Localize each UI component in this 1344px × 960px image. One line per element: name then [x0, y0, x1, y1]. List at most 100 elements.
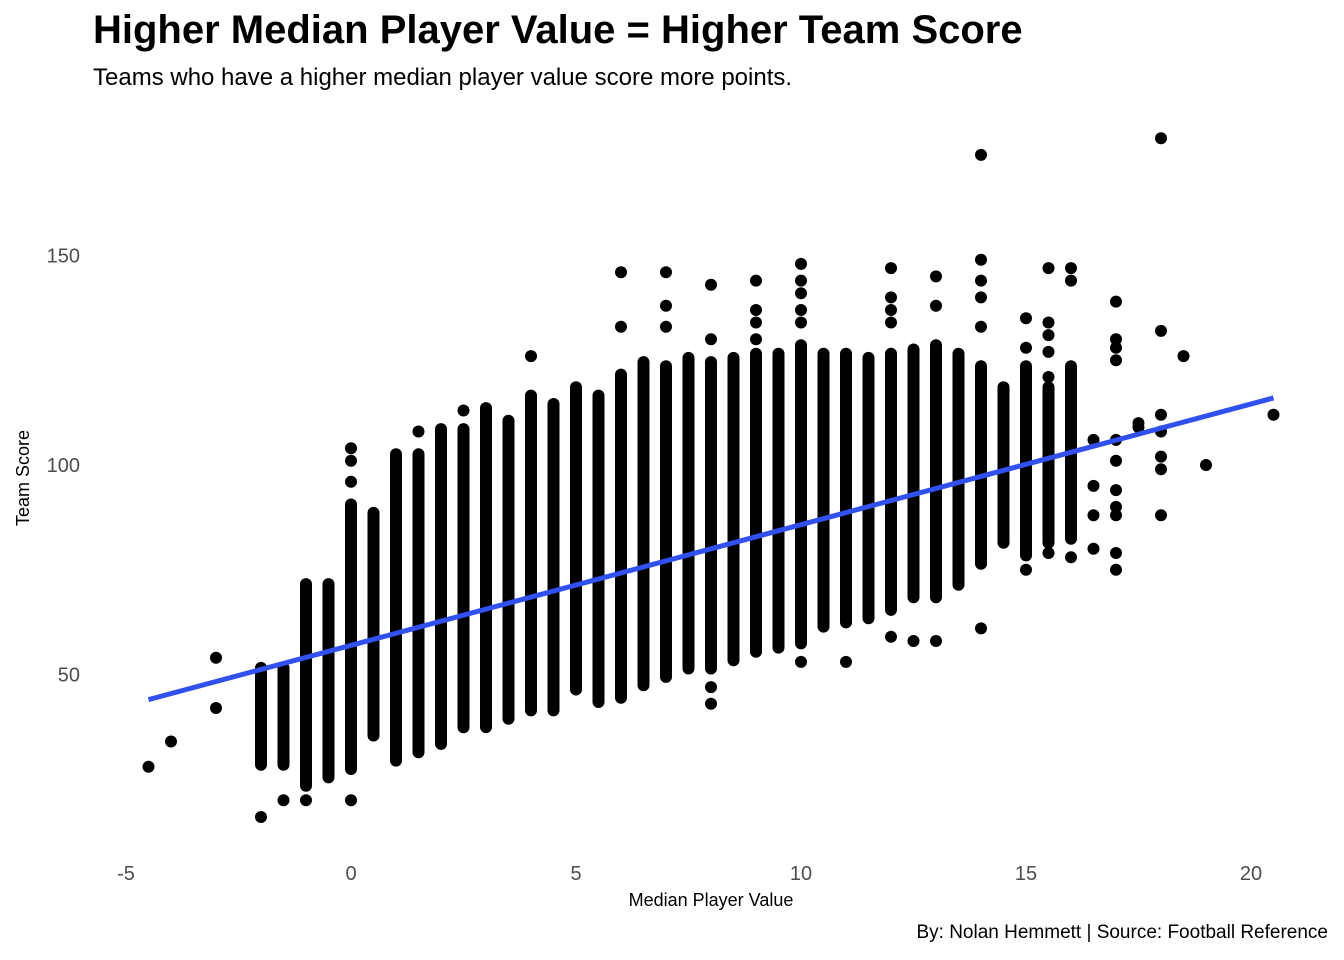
point-column: [502, 414, 515, 725]
data-point: [885, 262, 897, 275]
data-point: [975, 274, 987, 287]
x-tick-label: -5: [117, 863, 135, 885]
y-axis-title: Team Score: [13, 430, 33, 526]
point-column: [862, 351, 875, 625]
data-point: [930, 635, 942, 647]
x-tick-label: 5: [570, 863, 581, 885]
data-point: [1087, 509, 1100, 522]
data-point: [795, 304, 807, 316]
point-column: [975, 360, 987, 570]
y-tick-label: 150: [47, 246, 80, 268]
data-point: [1110, 563, 1122, 576]
data-point: [1042, 329, 1055, 342]
data-point: [1200, 459, 1212, 471]
x-tick-label: 10: [790, 863, 812, 885]
point-column: [592, 389, 605, 708]
x-tick-label: 0: [345, 863, 356, 885]
data-point: [1155, 463, 1167, 476]
data-point: [1065, 274, 1077, 287]
data-point: [705, 697, 717, 710]
data-point: [975, 320, 987, 333]
data-point: [1042, 371, 1055, 383]
data-point: [660, 266, 672, 279]
data-point: [277, 794, 290, 807]
point-column: [322, 578, 335, 784]
data-point: [412, 425, 425, 438]
data-point: [750, 333, 762, 346]
data-point: [1155, 509, 1167, 522]
data-point: [1087, 479, 1100, 492]
x-tick-label: 20: [1240, 863, 1262, 885]
data-point: [885, 630, 897, 643]
data-point: [345, 442, 357, 455]
data-point: [795, 316, 807, 329]
chart-title: Higher Median Player Value = Higher Team…: [93, 8, 1023, 52]
chart-subtitle: Teams who have a higher median player va…: [93, 64, 793, 91]
x-tick-label: 15: [1015, 863, 1037, 885]
point-column: [682, 351, 695, 675]
y-tick-label: 100: [47, 455, 80, 477]
x-axis-ticks: -5 0 5 10 15 20: [117, 863, 1262, 885]
point-column: [817, 347, 830, 633]
data-point: [1177, 350, 1190, 363]
data-point: [1155, 324, 1167, 337]
data-point: [795, 655, 807, 668]
data-point: [885, 291, 897, 304]
point-column: [930, 339, 942, 604]
points-layer: [142, 132, 1280, 823]
data-point: [975, 291, 987, 304]
data-point: [750, 274, 762, 287]
point-column: [300, 578, 312, 792]
point-column: [885, 347, 897, 616]
data-point: [210, 702, 222, 714]
data-point: [907, 635, 920, 647]
point-column: [795, 339, 807, 650]
point-column: [660, 360, 672, 683]
data-point: [1267, 408, 1280, 421]
data-point: [750, 304, 762, 316]
data-point: [1155, 408, 1167, 421]
data-point: [1110, 295, 1122, 308]
data-point: [1020, 563, 1032, 576]
point-column: [840, 347, 852, 629]
point-column: [615, 368, 627, 704]
data-point: [1110, 341, 1122, 354]
point-column: [457, 423, 470, 734]
trend-line: [147, 395, 1275, 703]
data-point: [1065, 262, 1077, 275]
data-point: [930, 270, 942, 283]
point-column: [255, 661, 267, 771]
data-point: [1042, 471, 1055, 484]
data-point: [930, 299, 942, 312]
point-column: [772, 347, 785, 654]
data-point: [1042, 547, 1055, 559]
data-point: [1042, 433, 1055, 446]
point-column: [277, 661, 290, 771]
y-tick-label: 50: [58, 665, 80, 687]
data-point: [345, 454, 357, 467]
data-point: [660, 320, 672, 333]
data-point: [1110, 484, 1122, 497]
data-point: [705, 278, 717, 291]
point-column: [345, 498, 357, 775]
point-column: [637, 356, 650, 692]
data-point: [142, 760, 155, 773]
data-point: [1110, 547, 1122, 559]
data-point: [1020, 341, 1032, 354]
point-column: [525, 389, 537, 717]
data-point: [615, 266, 627, 279]
data-point: [1042, 345, 1055, 358]
data-point: [457, 404, 470, 417]
data-point: [1110, 454, 1122, 467]
data-point: [840, 655, 852, 668]
data-point: [885, 304, 897, 316]
data-point: [255, 811, 267, 823]
point-column: [367, 506, 380, 742]
data-point: [210, 651, 222, 664]
data-point: [705, 681, 717, 694]
point-column: [997, 381, 1010, 549]
data-point: [1110, 333, 1122, 346]
point-column: [435, 423, 447, 750]
data-point: [1020, 312, 1032, 325]
